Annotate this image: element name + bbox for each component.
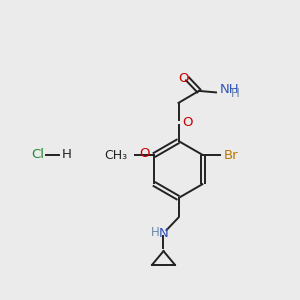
Text: CH₃: CH₃ [105,149,128,162]
Text: Br: Br [224,149,238,162]
Text: N: N [159,226,168,240]
Text: H: H [61,148,71,161]
Text: O: O [179,72,189,86]
Text: O: O [182,116,193,129]
Text: O: O [139,147,149,160]
Text: H: H [151,226,160,239]
Text: Cl: Cl [31,148,44,161]
Text: H: H [230,87,239,101]
Text: NH: NH [220,83,239,97]
